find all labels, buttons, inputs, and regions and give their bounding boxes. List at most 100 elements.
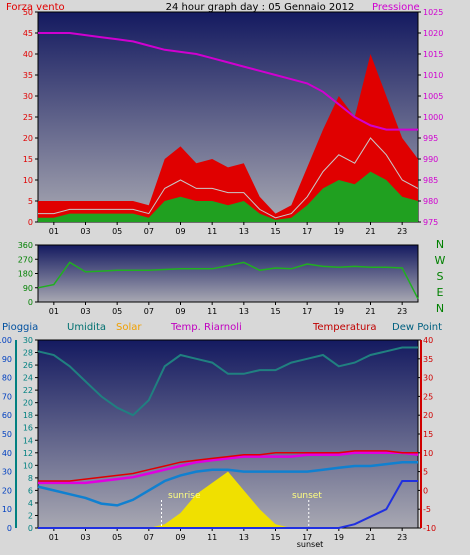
temp-y-tick-label: 20 xyxy=(423,411,433,420)
temp-y-tick-label: 15 xyxy=(423,430,433,439)
pressure-y-tick-label: 995 xyxy=(423,134,438,143)
wind-y-tick-label: 25 xyxy=(23,113,33,122)
humidity-y-tick-label: 20 xyxy=(23,399,33,408)
x-tick-label: 01 xyxy=(49,533,59,542)
x-tick-label: 19 xyxy=(334,227,344,236)
temp-y-tick-label: 5 xyxy=(423,468,428,477)
x-tick-label: 09 xyxy=(175,227,185,236)
direction-y-tick-label: 270 xyxy=(18,255,33,264)
compass-letter: W xyxy=(435,254,446,267)
direction-panel: 0 90 180 270 360 01 03 05 07 09 11 13 15 17 19 21 23 xyxy=(18,241,419,316)
direction-y-tick-label: 180 xyxy=(18,270,33,279)
direction-line xyxy=(37,261,419,300)
x-tick-label: 19 xyxy=(334,307,344,316)
rain-y-tick-label: 20 xyxy=(2,486,12,495)
pressure-y-tick-label: 1010 xyxy=(423,71,443,80)
temp-y-tick-label: 10 xyxy=(423,449,433,458)
x-tick-label: 05 xyxy=(112,307,122,316)
x-tick-label: 05 xyxy=(112,533,122,542)
solar-area xyxy=(38,471,418,528)
pressure-y-tick-label: 980 xyxy=(423,197,438,206)
pressure-y-tick-label: 1000 xyxy=(423,113,443,122)
direction-y-tick-label: 90 xyxy=(23,284,33,293)
humidity-y-tick-label: 10 xyxy=(23,461,33,470)
humidity-y-tick-label: 2 xyxy=(28,511,33,520)
x-tick-label: 11 xyxy=(207,227,217,236)
x-tick-label: 13 xyxy=(239,533,249,542)
pressure-y-tick-label: 1020 xyxy=(423,29,443,38)
rain-y-tick-label: 30 xyxy=(2,468,12,477)
solar-label: Solar xyxy=(116,322,142,333)
x-tick-label: 21 xyxy=(365,307,375,316)
temp-humidity-panel: 0102030405060708090100024681012141618202… xyxy=(0,336,436,542)
x-tick-label: 15 xyxy=(270,227,280,236)
humidity-y-tick-label: 16 xyxy=(23,424,33,433)
humidity-y-tick-label: 0 xyxy=(28,524,33,533)
dew-point-line xyxy=(37,460,418,507)
pressure-y-tick-label: 990 xyxy=(423,155,438,164)
temp-y-tick-label: 30 xyxy=(423,374,433,383)
x-tick-label: 11 xyxy=(207,533,217,542)
wind-axis-title: Forza vento xyxy=(6,2,65,13)
rain-y-tick-label: 50 xyxy=(2,430,12,439)
humidity-y-tick-label: 14 xyxy=(23,436,33,445)
lower-legend: Pioggia Umidita Solar Temp. Riarnoli Tem… xyxy=(2,322,442,333)
wind-y-tick-label: 30 xyxy=(23,92,33,101)
x-tick-label: 15 xyxy=(270,307,280,316)
temp-y-tick-label: 0 xyxy=(423,486,428,495)
humidity-y-tick-label: 30 xyxy=(23,336,33,345)
rain-y-tick-label: 90 xyxy=(2,355,12,364)
x-tick-label: 01 xyxy=(49,307,59,316)
humidity-y-tick-label: 6 xyxy=(28,486,33,495)
humidity-y-tick-label: 28 xyxy=(23,349,33,358)
compass-letter: N xyxy=(436,238,444,251)
wind-y-tick-label: 15 xyxy=(23,155,33,164)
wind-gust-area xyxy=(38,54,418,222)
x-tick-label: 17 xyxy=(302,307,312,316)
temp-y-tick-label: 40 xyxy=(423,336,433,345)
x-tick-label: 11 xyxy=(207,307,217,316)
temp-y-tick-label: -10 xyxy=(423,524,436,533)
pressure-line xyxy=(38,32,418,131)
humidity-y-tick-label: 24 xyxy=(23,374,33,383)
wind-y-tick-label: 45 xyxy=(23,29,33,38)
wind-y-tick-label: 50 xyxy=(23,8,33,17)
x-tick-label: 17 xyxy=(302,533,312,542)
x-tick-label: 09 xyxy=(175,307,185,316)
humidity-y-tick-label: 22 xyxy=(23,386,33,395)
x-tick-label: 13 xyxy=(239,227,249,236)
x-tick-label: 19 xyxy=(334,533,344,542)
temp-y-tick-label: 25 xyxy=(423,392,433,401)
x-tick-label: 03 xyxy=(80,533,90,542)
rain-y-tick-label: 40 xyxy=(2,449,12,458)
temp-riarnoli-label: Temp. Riarnoli xyxy=(170,322,242,333)
sunrise-label: sunrise xyxy=(168,491,201,501)
x-tick-label: 23 xyxy=(397,227,407,236)
pressure-axis-title: Pressione xyxy=(372,2,420,13)
temperature-line xyxy=(38,450,418,482)
x-tick-label: 01 xyxy=(49,227,59,236)
wind-y-tick-label: 40 xyxy=(23,50,33,59)
wind-y-tick-label: 35 xyxy=(23,71,33,80)
rain-y-tick-label: 60 xyxy=(2,411,12,420)
humidity-label: Umidita xyxy=(67,322,106,333)
pressure-y-tick-label: 1025 xyxy=(423,8,443,17)
x-tick-label: 13 xyxy=(239,307,249,316)
rain-y-tick-label: 0 xyxy=(7,524,12,533)
temp-riarnoli-line xyxy=(38,451,419,485)
x-tick-label: 05 xyxy=(112,227,122,236)
temp-y-tick-label: 35 xyxy=(423,355,433,364)
wind-avg-line xyxy=(38,137,419,219)
pressure-y-tick-label: 975 xyxy=(423,218,438,227)
humidity-y-tick-label: 18 xyxy=(23,411,33,420)
temperature-label: Temperatura xyxy=(312,322,377,333)
compass-letter: S xyxy=(437,270,444,283)
rain-y-tick-label: 10 xyxy=(2,505,12,514)
rain-y-tick-label: 80 xyxy=(2,374,12,383)
x-tick-label: 15 xyxy=(270,533,280,542)
x-tick-label: 09 xyxy=(175,533,185,542)
wind-speed-area xyxy=(38,171,418,222)
compass-letter: E xyxy=(437,286,444,299)
x-tick-label: 23 xyxy=(397,533,407,542)
